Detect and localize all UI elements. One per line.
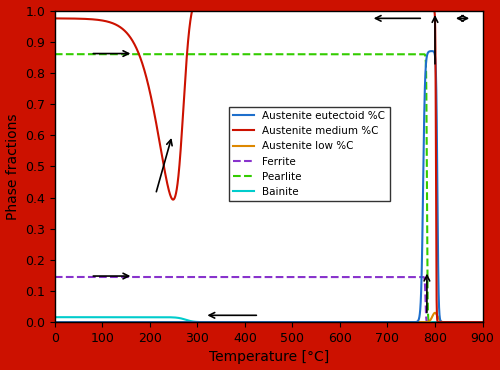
Pearlite <box>52 52 58 56</box>
Line: Pearlite: Pearlite <box>55 54 482 322</box>
Bainite <box>457 320 463 324</box>
Ferrite <box>480 320 486 324</box>
Bainite <box>328 320 334 324</box>
Pearlite <box>480 320 486 324</box>
Pearlite <box>78 52 84 56</box>
Austenite eutectoid %C <box>456 320 462 324</box>
Austenite medium %C <box>261 9 267 13</box>
Austenite eutectoid %C <box>70 320 75 324</box>
Ferrite <box>70 275 75 279</box>
Austenite medium %C <box>480 320 486 324</box>
Pearlite <box>54 52 60 56</box>
Bainite <box>52 315 58 319</box>
Austenite medium %C <box>457 320 463 324</box>
Pearlite <box>70 52 75 56</box>
Ferrite <box>78 275 84 279</box>
Line: Austenite eutectoid %C: Austenite eutectoid %C <box>55 51 482 322</box>
Austenite low %C <box>261 320 267 324</box>
Austenite eutectoid %C <box>52 320 58 324</box>
Line: Austenite medium %C: Austenite medium %C <box>55 11 482 322</box>
Austenite low %C <box>78 320 84 324</box>
Austenite eutectoid %C <box>457 320 463 324</box>
Bainite <box>480 320 486 324</box>
Austenite eutectoid %C <box>261 320 267 324</box>
Austenite eutectoid %C <box>480 320 486 324</box>
Austenite low %C <box>52 320 58 324</box>
Austenite medium %C <box>70 16 75 21</box>
Ferrite <box>261 275 267 279</box>
Austenite low %C <box>480 320 486 324</box>
Austenite medium %C <box>54 16 60 21</box>
Austenite medium %C <box>52 16 58 21</box>
Line: Bainite: Bainite <box>55 317 482 322</box>
Pearlite <box>136 52 141 56</box>
Austenite medium %C <box>136 51 141 55</box>
Austenite low %C <box>136 320 141 324</box>
Austenite eutectoid %C <box>136 320 141 324</box>
Ferrite <box>136 275 141 279</box>
Austenite eutectoid %C <box>54 320 60 324</box>
Austenite low %C <box>457 320 463 324</box>
Bainite <box>54 315 60 319</box>
Austenite eutectoid %C <box>428 49 434 53</box>
Austenite medium %C <box>189 9 195 13</box>
Legend: Austenite eutectoid %C, Austenite medium %C, Austenite low %C, Ferrite, Pearlite: Austenite eutectoid %C, Austenite medium… <box>229 107 390 201</box>
Bainite <box>70 315 75 319</box>
Pearlite <box>261 52 267 56</box>
Ferrite <box>52 275 58 279</box>
X-axis label: Temperature [°C]: Temperature [°C] <box>208 350 329 364</box>
Bainite <box>136 315 141 319</box>
Pearlite <box>457 320 463 324</box>
Ferrite <box>54 275 60 279</box>
Y-axis label: Phase fractions: Phase fractions <box>6 113 20 220</box>
Austenite low %C <box>432 310 438 315</box>
Bainite <box>261 320 267 324</box>
Ferrite <box>434 320 440 324</box>
Austenite low %C <box>70 320 75 324</box>
Austenite low %C <box>54 320 60 324</box>
Line: Ferrite: Ferrite <box>55 277 482 322</box>
Pearlite <box>436 320 442 324</box>
Austenite eutectoid %C <box>78 320 84 324</box>
Bainite <box>78 315 84 319</box>
Line: Austenite low %C: Austenite low %C <box>55 313 482 322</box>
Ferrite <box>457 320 463 324</box>
Austenite medium %C <box>78 17 84 21</box>
